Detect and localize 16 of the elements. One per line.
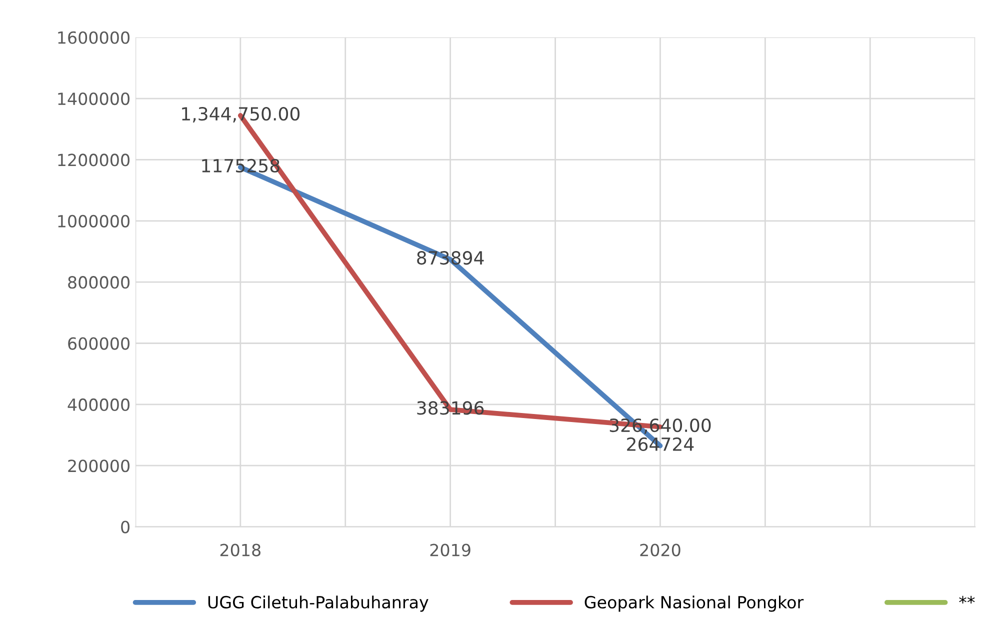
y-tick-label: 800000	[68, 276, 130, 289]
legend-label: UGG Ciletuh-Palabuhanray	[208, 596, 428, 612]
y-tick-label: 200000	[68, 460, 130, 472]
y-tick-label: 1400000	[58, 92, 130, 106]
legend-label: **	[959, 596, 975, 604]
legend-label: Geopark Nasional Pongkor	[584, 596, 804, 612]
data-label: 1,344,750.00	[182, 107, 300, 123]
y-tick-label: 1200000	[58, 154, 130, 166]
y-tick-label: 600000	[68, 337, 130, 350]
y-tick-label: 400000	[68, 398, 130, 411]
y-tick-label: 0	[121, 520, 130, 534]
y-tick-label: 1600000	[58, 31, 130, 44]
x-tick-label: 2018	[220, 544, 260, 556]
x-tick-label: 2020	[640, 544, 680, 556]
x-tick-label: 2019	[430, 544, 470, 556]
y-tick-label: 1000000	[58, 214, 130, 228]
